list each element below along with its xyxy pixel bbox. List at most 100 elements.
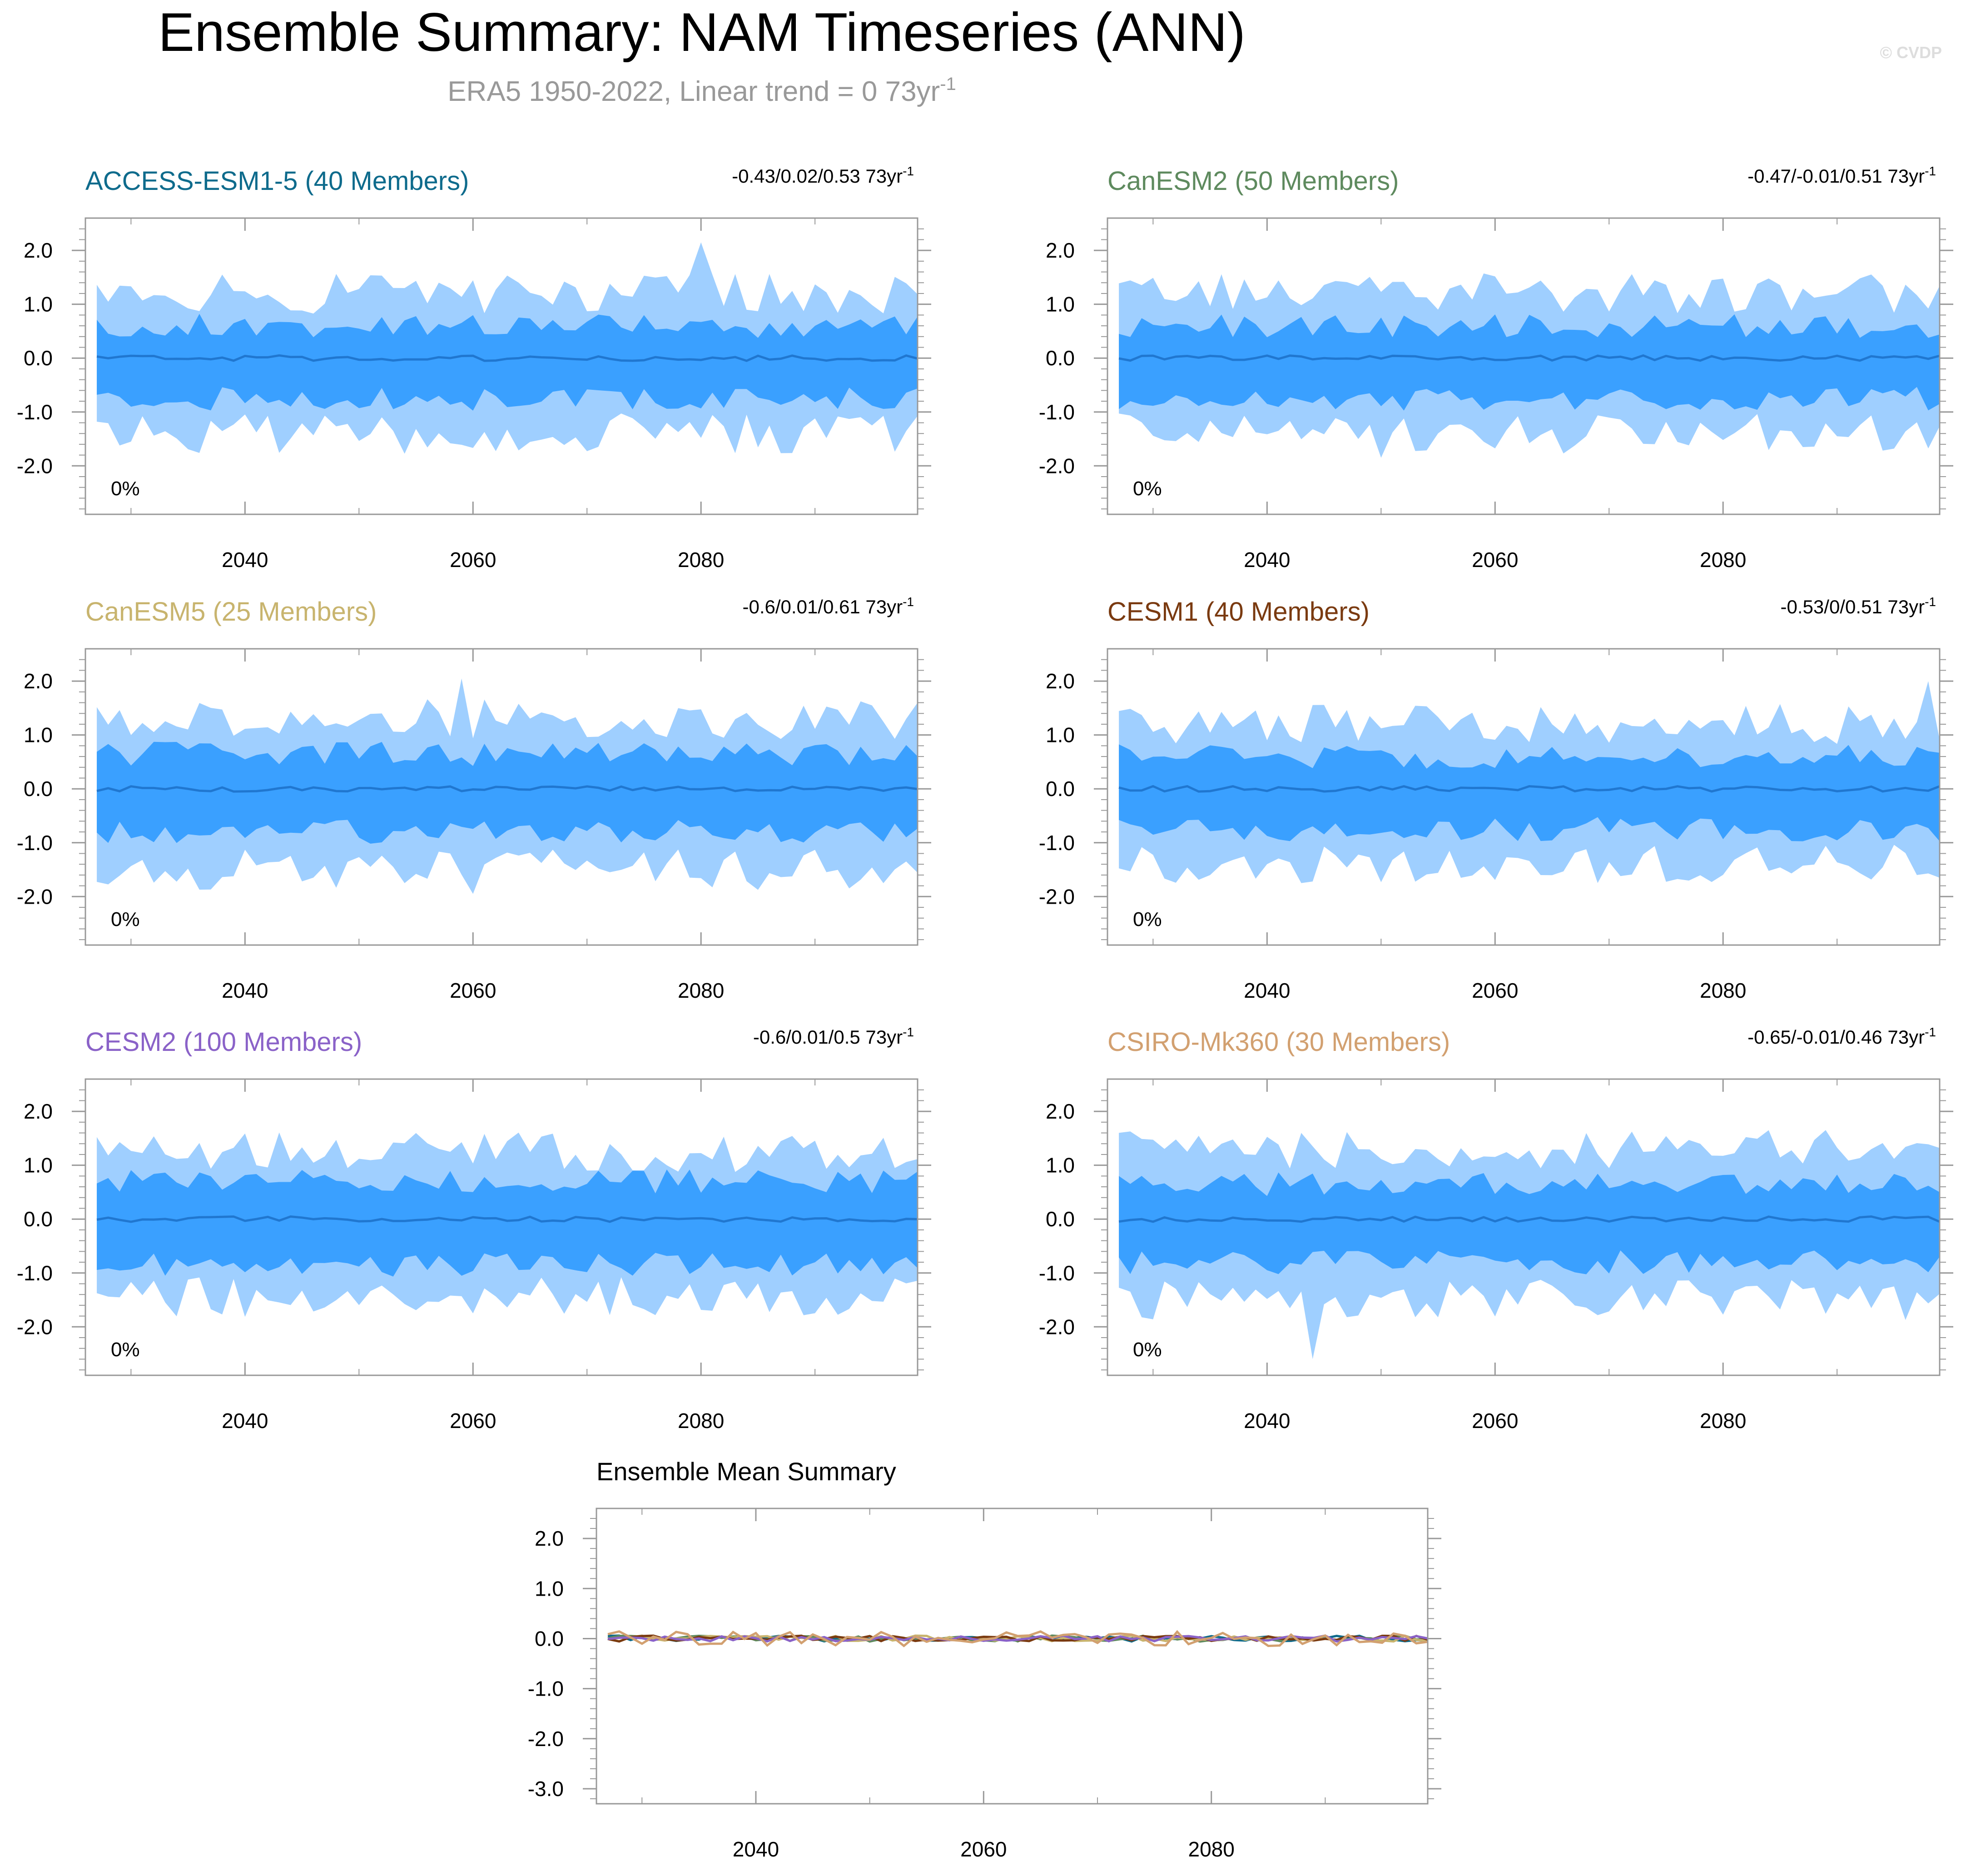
y-tick-label: 2.0 bbox=[24, 1100, 53, 1123]
trend-label-sup: -1 bbox=[1925, 164, 1936, 178]
y-tick-label: -2.0 bbox=[17, 885, 53, 908]
y-tick-label: -2.0 bbox=[17, 454, 53, 478]
trend-label-text: -0.65/-0.01/0.46 73yr bbox=[1748, 1026, 1925, 1048]
percent-label: 0% bbox=[111, 908, 140, 931]
panel-title: CSIRO-Mk360 (30 Members) bbox=[1107, 1027, 1450, 1057]
y-tick-label: -1.0 bbox=[1039, 400, 1075, 424]
y-tick-label: 0.0 bbox=[1046, 346, 1075, 370]
ensemble-median-line bbox=[1118, 354, 1940, 362]
mean-series-line-6 bbox=[607, 1630, 1428, 1647]
panel-title: Ensemble Mean Summary bbox=[596, 1457, 896, 1486]
y-tick-label: 1.0 bbox=[535, 1577, 564, 1600]
trend-label-text: -0.47/-0.01/0.51 73yr bbox=[1748, 165, 1925, 187]
trend-label: -0.47/-0.01/0.51 73yr-1 bbox=[1748, 164, 1936, 187]
x-tick-label: 2040 bbox=[1244, 548, 1290, 572]
x-tick-label: 2080 bbox=[678, 1409, 724, 1433]
y-tick-label: -2.0 bbox=[528, 1727, 564, 1751]
trend-label: -0.43/0.02/0.53 73yr-1 bbox=[732, 164, 914, 187]
x-tick-label: 2040 bbox=[1244, 979, 1290, 1002]
plot-frame bbox=[84, 1078, 918, 1376]
x-tick-label: 2080 bbox=[1700, 548, 1746, 572]
inner-range-band bbox=[97, 1169, 918, 1277]
ensemble-median-line bbox=[1118, 785, 1940, 793]
trend-label-sup: -1 bbox=[903, 1025, 914, 1039]
ensemble-median-line bbox=[96, 785, 918, 793]
panel-title: CESM1 (40 Members) bbox=[1107, 597, 1370, 627]
panels-group: ACCESS-ESM1-5 (40 Members) -0.43/0.02/0.5… bbox=[17, 164, 1953, 1861]
page-subtitle-sup: -1 bbox=[940, 74, 956, 94]
panel-title: ACCESS-ESM1-5 (40 Members) bbox=[85, 166, 469, 196]
y-tick-label: 1.0 bbox=[1046, 1154, 1075, 1177]
y-tick-label: 1.0 bbox=[24, 1154, 53, 1177]
y-tick-label: -1.0 bbox=[17, 831, 53, 855]
plot-frame bbox=[84, 648, 918, 946]
trend-label: -0.6/0.01/0.5 73yr-1 bbox=[753, 1025, 914, 1048]
trend-label: -0.65/-0.01/0.46 73yr-1 bbox=[1748, 1025, 1936, 1048]
x-tick-label: 2080 bbox=[1188, 1837, 1235, 1861]
x-tick-label: 2080 bbox=[678, 979, 724, 1002]
plot-frame bbox=[84, 217, 918, 515]
trend-label-sup: -1 bbox=[903, 164, 914, 178]
y-tick-label: 1.0 bbox=[24, 723, 53, 747]
y-tick-label: -2.0 bbox=[1039, 1315, 1075, 1339]
y-tick-label: 0.0 bbox=[24, 1207, 53, 1231]
y-tick-label: 0.0 bbox=[1046, 777, 1075, 801]
y-tick-label: -1.0 bbox=[528, 1677, 564, 1701]
ensemble-median-line bbox=[96, 354, 918, 362]
page-subtitle-text: ERA5 1950-2022, Linear trend = 0 73yr bbox=[447, 76, 940, 107]
percent-label: 0% bbox=[1133, 478, 1162, 500]
ensemble-median-line bbox=[96, 1215, 918, 1223]
x-tick-label: 2060 bbox=[450, 979, 496, 1002]
x-tick-label: 2040 bbox=[222, 548, 268, 572]
page-title: Ensemble Summary: NAM Timeseries (ANN) bbox=[158, 2, 1246, 63]
chart-panel-1: ACCESS-ESM1-5 (40 Members) -0.43/0.02/0.5… bbox=[17, 164, 931, 572]
x-tick-label: 2060 bbox=[1472, 1409, 1518, 1433]
ensemble-median-line bbox=[1118, 1215, 1940, 1223]
plot-frame bbox=[596, 1508, 1429, 1805]
x-tick-label: 2060 bbox=[1472, 979, 1518, 1002]
y-tick-label: 0.0 bbox=[24, 777, 53, 801]
trend-label-text: -0.6/0.01/0.61 73yr bbox=[743, 596, 903, 617]
panel-title: CanESM5 (25 Members) bbox=[85, 597, 377, 627]
chart-panel-7: Ensemble Mean Summary 2.0 1.0 0.0 -1.0 -2.0 -3… bbox=[528, 1457, 1441, 1861]
percent-label: 0% bbox=[1133, 908, 1162, 931]
y-tick-label: 2.0 bbox=[1046, 239, 1075, 262]
x-tick-label: 2040 bbox=[222, 1409, 268, 1433]
y-tick-label: -1.0 bbox=[1039, 1261, 1075, 1285]
inner-range-band bbox=[1119, 744, 1940, 841]
inner-range-band bbox=[1119, 314, 1940, 411]
trend-label: -0.53/0/0.51 73yr-1 bbox=[1781, 595, 1936, 617]
x-tick-label: 2060 bbox=[1472, 548, 1518, 572]
plot-frame bbox=[1107, 648, 1941, 946]
trend-label: -0.6/0.01/0.61 73yr-1 bbox=[743, 595, 914, 617]
inner-range-band bbox=[97, 313, 918, 411]
chart-panel-2: CanESM2 (50 Members) -0.47/-0.01/0.51 73y… bbox=[1039, 164, 1953, 572]
x-tick-label: 2040 bbox=[1244, 1409, 1290, 1433]
x-tick-label: 2060 bbox=[450, 548, 496, 572]
y-tick-label: 1.0 bbox=[1046, 293, 1075, 316]
chart-panel-5: CESM2 (100 Members) -0.6/0.01/0.5 73yr-1 0… bbox=[17, 1025, 931, 1433]
y-tick-label: -1.0 bbox=[1039, 831, 1075, 855]
x-tick-label: 2060 bbox=[450, 1409, 496, 1433]
y-tick-label: 2.0 bbox=[1046, 1100, 1075, 1123]
plot-frame bbox=[1107, 1078, 1941, 1376]
y-tick-label: -1.0 bbox=[17, 400, 53, 424]
y-tick-label: 2.0 bbox=[1046, 669, 1075, 693]
y-tick-label: 0.0 bbox=[1046, 1207, 1075, 1231]
x-tick-label: 2060 bbox=[960, 1837, 1007, 1861]
x-tick-label: 2040 bbox=[733, 1837, 779, 1861]
x-tick-label: 2040 bbox=[222, 979, 268, 1002]
y-tick-label: 1.0 bbox=[24, 293, 53, 316]
y-tick-label: 1.0 bbox=[1046, 723, 1075, 747]
trend-label-sup: -1 bbox=[1925, 595, 1936, 609]
percent-label: 0% bbox=[111, 478, 140, 500]
percent-label: 0% bbox=[1133, 1339, 1162, 1361]
page-subtitle: ERA5 1950-2022, Linear trend = 0 73yr-1 bbox=[447, 74, 956, 107]
x-tick-label: 2080 bbox=[678, 548, 724, 572]
panel-title: CESM2 (100 Members) bbox=[85, 1027, 362, 1057]
inner-range-band bbox=[1119, 1172, 1940, 1274]
chart-panel-3: CanESM5 (25 Members) -0.6/0.01/0.61 73yr-… bbox=[17, 595, 931, 1002]
y-tick-label: -2.0 bbox=[1039, 885, 1075, 908]
x-tick-label: 2080 bbox=[1700, 979, 1746, 1002]
